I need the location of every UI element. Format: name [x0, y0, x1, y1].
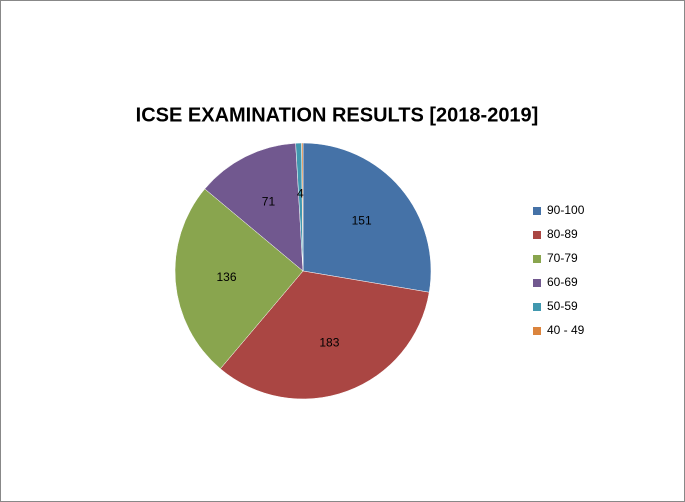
- pie-slice: [174, 188, 304, 370]
- legend-swatch: [533, 279, 541, 287]
- data-label: 4: [297, 186, 304, 200]
- pie-slice: [301, 142, 304, 272]
- legend-label: 80-89: [547, 227, 578, 241]
- data-label: 136: [216, 270, 236, 284]
- legend-swatch: [533, 231, 541, 239]
- data-label: 183: [319, 335, 339, 349]
- data-label: 71: [262, 195, 276, 209]
- pie-slice: [204, 142, 304, 272]
- legend-label: 90-100: [547, 203, 585, 217]
- legend-label: 50-59: [547, 299, 578, 313]
- legend-swatch: [533, 327, 541, 335]
- legend-label: 70-79: [547, 251, 578, 265]
- legend-swatch: [533, 303, 541, 311]
- pie-slice: [302, 142, 432, 293]
- pie-slice: [219, 270, 430, 400]
- legend-swatch: [533, 255, 541, 263]
- legend-swatch: [533, 207, 541, 215]
- legend-label: 40 - 49: [547, 323, 585, 337]
- legend-label: 60-69: [547, 275, 578, 289]
- data-label: 151: [352, 214, 372, 228]
- chart-title: ICSE EXAMINATION RESULTS [2018-2019]: [136, 104, 539, 126]
